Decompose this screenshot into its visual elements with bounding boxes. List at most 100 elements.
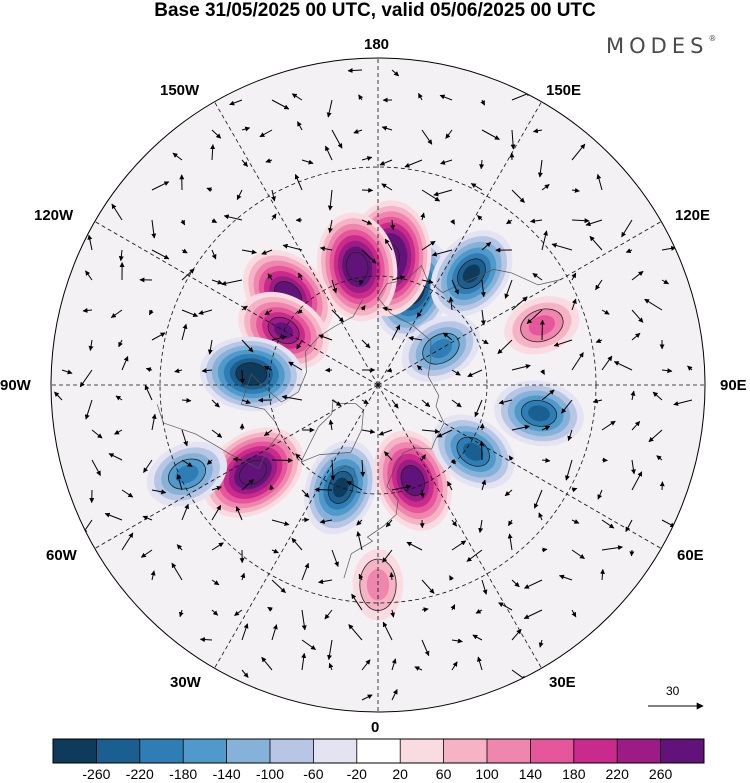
wind-vector [325,145,333,161]
wind-vector [382,621,393,641]
wind-vector [240,572,246,581]
wind-vector [151,413,157,431]
wind-vector [571,487,578,493]
colorbar-swatch [487,739,531,763]
wind-vector [351,593,363,611]
wind-vectors [54,68,693,701]
wind-vector [477,215,483,221]
lon-label-60e: 60E [677,547,704,564]
wind-vector [327,219,333,234]
wind-vector [421,189,441,202]
wind-vector [652,391,663,401]
wind-vector [648,429,663,443]
wind-vector [61,369,73,375]
wind-vector [571,549,585,560]
wind-vector [324,609,333,620]
wind-vector [301,159,314,165]
wind-vector [151,489,167,495]
wind-vector [421,428,440,434]
wind-vector [297,121,303,131]
wind-vector [526,309,543,324]
colorbar-tick-label: 60 [435,766,452,782]
wind-vector [358,94,364,101]
colorbar-tick-label: 260 [648,766,673,782]
wind-vector [111,203,123,221]
wind-vector [508,455,514,461]
wind-vector [180,219,186,226]
wind-vector [211,609,219,616]
wind-vector [229,99,243,106]
wind-vector [511,628,522,641]
wind-vector [211,218,218,224]
wind-vector [282,243,303,251]
wind-vector [181,268,195,281]
wind-vector [79,369,93,388]
wind-vector [267,606,273,612]
wind-vector [421,607,429,613]
wind-vector [480,279,486,298]
wind-vector [151,181,170,191]
wind-vector [328,419,334,431]
wind-vector [294,174,303,191]
wind-vector [601,519,615,529]
wind-vector [296,339,303,350]
wind-vector [467,369,483,377]
wind-vector [121,489,134,498]
colorbar-tick-label: 220 [605,766,629,782]
wind-vector [271,99,290,110]
wind-vector [327,639,333,661]
wind-vector [384,451,393,461]
wind-vector [631,309,644,323]
wind-vector [211,504,222,521]
wind-vector [171,562,183,581]
colorbar-tick-label: -60 [303,766,324,782]
wind-vector [601,545,623,551]
wind-vector [470,183,483,191]
wind-vector [382,549,393,563]
wind-vector [474,399,483,418]
wind-vector [178,609,184,618]
wind-vector [271,335,287,341]
wind-vector [221,279,243,286]
wind-vector [421,279,434,284]
wind-vector [440,159,453,165]
wind-vector [235,506,243,521]
wind-vector [211,279,223,285]
wind-vector [451,540,467,551]
colorbar-frame [52,738,705,764]
lon-label-30e: 30E [549,674,576,691]
wind-vector [391,689,398,701]
wind-vector [360,305,366,311]
wind-vector [271,519,290,526]
wind-vector [241,399,251,404]
wind-vector [241,249,257,255]
positive-anomaly-center [202,427,304,518]
colorbar-swatch [356,739,401,763]
wind-vector [597,489,603,500]
wind-vector [269,484,275,491]
meridian-line [94,221,379,386]
wind-vector [421,129,433,145]
wind-vector [181,248,188,254]
wind-vector [511,189,525,203]
wind-vector [271,579,286,593]
wind-vector [445,129,453,139]
colorbar-tick-label: 100 [475,766,499,782]
colorbar-tick-label: -260 [82,766,111,782]
wind-vector [565,459,573,481]
wind-vector [541,457,551,463]
wind-vector [174,368,183,374]
wind-vector [382,306,393,312]
wind-vector [85,270,93,281]
coastline-path [300,398,364,463]
wind-vector [414,666,423,671]
wind-vector [571,352,584,371]
wind-vector [507,519,513,527]
wind-vector [206,187,213,193]
wind-vector [301,562,310,581]
wind-vector [301,609,307,631]
wind-vector [450,604,456,611]
wind-vector [511,579,520,588]
lon-label-150w: 150W [160,82,200,99]
lon-label-180: 180 [364,36,390,53]
